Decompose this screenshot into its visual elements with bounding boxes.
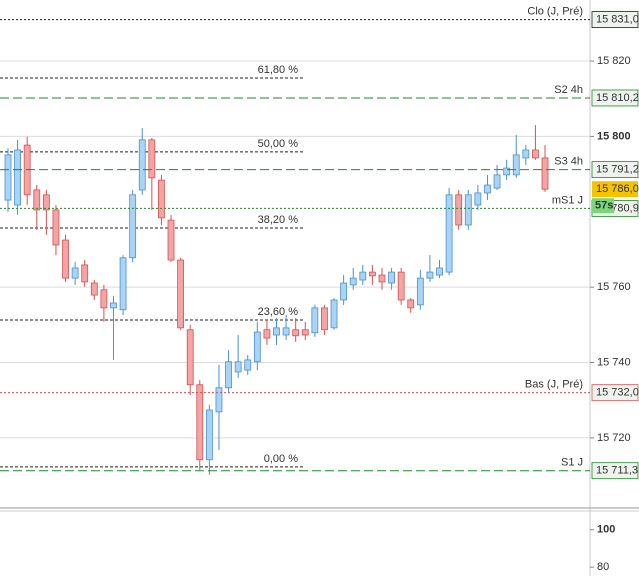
price-badge <box>592 181 638 198</box>
level-badge <box>591 11 639 28</box>
level-name: S3 4h <box>554 155 583 167</box>
candle-body <box>205 409 213 461</box>
level-name: Bas (J, Pré) <box>525 379 583 391</box>
candle-body <box>311 307 319 334</box>
candle-body <box>110 302 117 309</box>
candle-body <box>292 329 300 337</box>
candle-body <box>138 139 146 191</box>
candle-body <box>42 194 50 211</box>
countdown-badge <box>592 198 614 214</box>
candle-body <box>62 239 69 279</box>
y-tick-label: 15 800 <box>597 130 631 142</box>
level-name: S1 J <box>561 457 583 469</box>
candle-body <box>4 154 12 201</box>
candle-body <box>253 331 261 363</box>
candle-body <box>474 192 482 206</box>
candle-body <box>541 157 549 190</box>
candle-body <box>148 139 156 179</box>
level-value: 15 791,2 <box>596 163 639 175</box>
candle-body <box>378 274 386 283</box>
candle-body <box>330 299 338 329</box>
candle-body <box>512 154 520 176</box>
candle-body <box>397 271 405 301</box>
candle-body <box>52 209 60 246</box>
fib-label: 38,20 % <box>258 214 299 226</box>
candle-body <box>503 167 511 176</box>
fib-label: 50,00 % <box>258 138 299 150</box>
fib-label: 0,00 % <box>264 453 298 465</box>
candle-body <box>301 329 309 336</box>
candle-body <box>464 194 472 226</box>
candle-body <box>215 387 223 413</box>
candle-body <box>359 271 367 281</box>
y-tick-label: 80 <box>597 561 609 573</box>
candle-body <box>177 259 185 329</box>
level-value: 15 711,3 <box>596 465 638 477</box>
level-badge <box>591 161 639 178</box>
level-value: 15 831,0 <box>596 14 639 26</box>
candle-body <box>234 361 242 373</box>
candle-body <box>119 257 127 311</box>
candle-body <box>484 184 491 194</box>
candle-body <box>282 327 290 336</box>
y-tick-label: 15 740 <box>597 356 631 368</box>
candle-body <box>368 271 376 277</box>
candle-body <box>407 299 415 309</box>
level-name: mS1 J <box>552 194 583 206</box>
fib-label: 61,80 % <box>258 64 299 76</box>
level-value: 15 732,0 <box>596 387 639 399</box>
y-tick-label: 100 <box>597 524 615 536</box>
y-tick-label: 15 760 <box>597 281 631 293</box>
candle-body <box>33 189 41 211</box>
y-tick-label: 15 820 <box>597 55 631 67</box>
candle-body <box>158 179 165 219</box>
candle-body <box>225 361 232 389</box>
candle-body <box>81 264 89 283</box>
candle-body <box>129 194 137 259</box>
candle-body <box>100 289 108 309</box>
candle-body <box>493 174 501 189</box>
level-name: S2 4h <box>554 84 583 96</box>
candle-body <box>388 271 395 284</box>
candle-body <box>321 307 328 331</box>
price-label: 15 786,0 <box>596 183 639 195</box>
candle-body <box>340 282 348 301</box>
candle-body <box>196 384 204 461</box>
level-badge <box>591 384 639 402</box>
candle-body <box>532 149 539 159</box>
y-tick-label: 15 720 <box>597 432 631 444</box>
candle-body <box>167 219 175 261</box>
candle-body <box>263 329 271 339</box>
countdown: 57s <box>595 200 613 212</box>
candle-body <box>14 149 21 206</box>
candle-body <box>273 327 280 336</box>
candle-body <box>71 267 79 279</box>
candle-body <box>426 271 434 279</box>
candle-body <box>522 149 530 159</box>
fib-label: 23,60 % <box>258 306 299 318</box>
candle-body <box>445 194 453 273</box>
candle-body <box>416 277 424 306</box>
candle-body <box>244 359 252 371</box>
level-badge <box>591 89 639 107</box>
level-name: Clo (J, Pré) <box>527 6 583 18</box>
candle-body <box>186 329 194 386</box>
candle-body <box>436 267 443 276</box>
candle-body <box>90 282 98 296</box>
candle-body <box>349 277 357 286</box>
level-value: 15 810,2 <box>596 92 639 104</box>
candle-body <box>455 194 463 226</box>
level-badge <box>591 462 639 480</box>
